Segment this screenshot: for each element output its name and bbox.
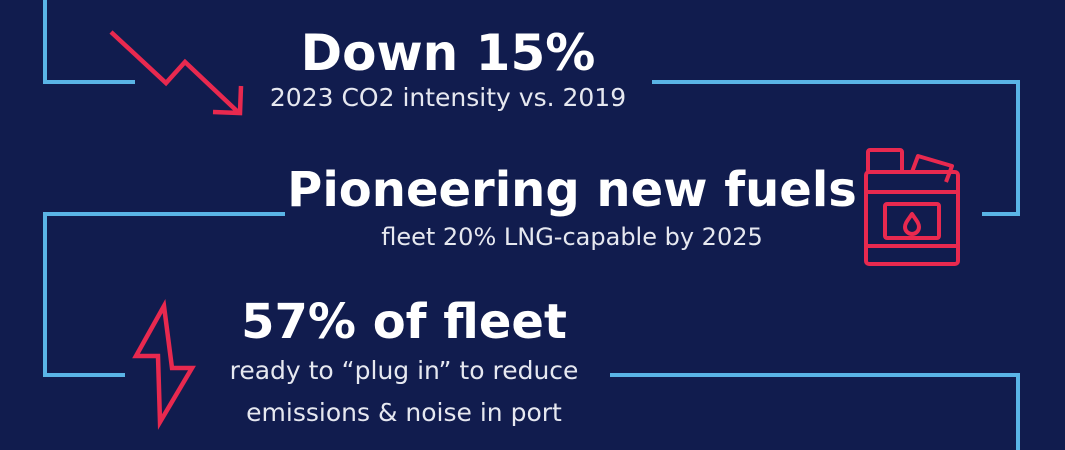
connector-line-left-middle xyxy=(43,212,285,377)
lightning-bolt-icon xyxy=(132,298,196,430)
fuel-jerrycan-icon xyxy=(864,148,960,266)
stat-headline: Pioneering new fuels xyxy=(287,162,857,218)
stat-new-fuels: Pioneering new fuels fleet 20% LNG-capab… xyxy=(287,166,857,253)
stat-subtext: fleet 20% LNG-capable by 2025 xyxy=(381,223,763,251)
trend-down-arrow-icon xyxy=(109,30,244,116)
stat-headline: Down 15% xyxy=(300,24,596,82)
stat-shore-power: 57% of fleet ready to “plug in” to reduc… xyxy=(230,298,579,430)
stat-headline: 57% of fleet xyxy=(241,294,567,350)
connector-line-right-upper xyxy=(652,80,1020,216)
stat-subtext-line-2: emissions & noise in port xyxy=(246,397,562,427)
connector-line-right-lower xyxy=(610,373,1020,450)
stat-subtext-line-1: ready to “plug in” to reduce xyxy=(229,356,579,385)
stat-co2-intensity: Down 15% 2023 CO2 intensity vs. 2019 xyxy=(270,28,626,115)
connector-line-top-left xyxy=(43,0,135,84)
stat-subtext: 2023 CO2 intensity vs. 2019 xyxy=(269,83,627,112)
